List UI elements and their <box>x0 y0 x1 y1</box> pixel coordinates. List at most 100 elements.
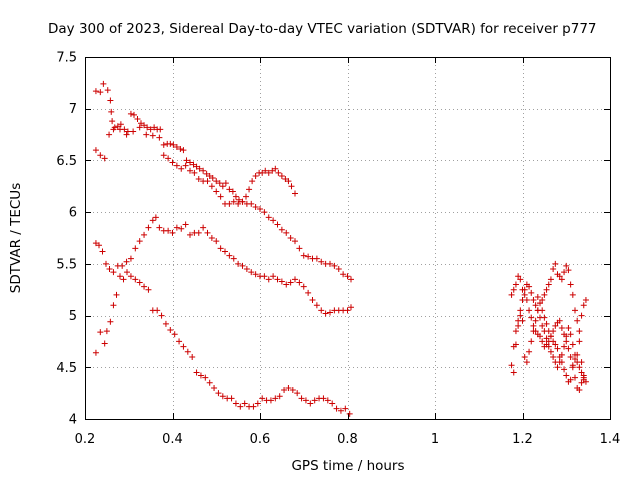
data-point <box>165 227 172 234</box>
data-point <box>219 183 226 190</box>
data-point <box>565 324 572 331</box>
data-point <box>235 200 242 207</box>
data-point <box>285 178 292 185</box>
data-point <box>124 128 131 135</box>
data-point <box>143 131 150 138</box>
data-point <box>526 348 533 355</box>
data-point <box>226 252 233 259</box>
data-point <box>563 338 570 345</box>
data-point <box>272 395 279 402</box>
data-point <box>275 169 282 176</box>
data-point <box>558 276 565 283</box>
data-point <box>539 322 546 329</box>
data-point <box>117 126 123 133</box>
data-point <box>134 116 141 123</box>
data-point <box>97 329 104 336</box>
data-point <box>539 307 546 314</box>
data-point <box>239 262 246 269</box>
data-point <box>145 286 152 293</box>
plot-frame <box>85 57 611 420</box>
data-point <box>270 217 277 224</box>
data-point <box>521 286 528 293</box>
data-point <box>204 178 211 185</box>
data-point <box>567 331 574 338</box>
data-point <box>344 307 351 314</box>
data-point <box>313 255 320 262</box>
y-tick-label: 7 <box>69 102 77 117</box>
data-point <box>173 162 180 169</box>
data-point <box>254 400 261 407</box>
data-point <box>165 155 172 162</box>
data-point <box>96 242 102 249</box>
data-point <box>337 407 344 414</box>
data-point <box>274 276 281 283</box>
data-point <box>170 141 177 148</box>
data-point <box>252 203 259 210</box>
data-point <box>528 338 535 345</box>
data-point <box>576 338 583 345</box>
data-point <box>177 146 184 153</box>
data-point <box>184 348 191 355</box>
data-point <box>537 333 543 340</box>
data-point <box>532 302 539 309</box>
data-point <box>554 345 561 352</box>
data-point <box>272 165 279 172</box>
data-point <box>515 273 522 280</box>
data-point <box>327 260 333 267</box>
x-axis-ticks: 0.2 0.4 0.6 0.8 1 1.2 1.4 <box>75 57 620 447</box>
data-point <box>274 221 281 228</box>
data-point <box>324 397 331 404</box>
data-point <box>92 349 99 356</box>
data-point <box>508 362 515 369</box>
data-point <box>158 312 165 319</box>
data-point <box>282 176 289 183</box>
data-point <box>550 338 557 345</box>
data-point <box>561 269 568 276</box>
data-point <box>292 276 298 283</box>
data-point <box>311 397 318 404</box>
data-point <box>228 395 235 402</box>
data-point <box>101 155 108 162</box>
data-point <box>250 403 257 410</box>
data-point <box>213 238 220 245</box>
data-point <box>110 126 117 133</box>
y-tick-label: 7.5 <box>56 51 77 66</box>
y-tick-label: 4.5 <box>56 361 77 376</box>
data-point <box>567 353 574 360</box>
data-point <box>190 161 197 168</box>
data-point <box>138 120 144 127</box>
data-point <box>329 400 336 407</box>
data-point <box>101 340 108 347</box>
data-point <box>582 378 589 385</box>
data-point <box>563 333 570 340</box>
data-point <box>176 338 183 345</box>
data-point <box>183 157 190 164</box>
data-point <box>572 307 578 314</box>
data-point <box>582 297 589 304</box>
data-point <box>547 348 554 355</box>
data-point <box>187 159 193 166</box>
data-point <box>200 167 207 174</box>
data-point <box>149 217 156 224</box>
data-point <box>313 302 320 309</box>
data-point <box>265 214 272 221</box>
data-point <box>241 400 248 407</box>
data-point <box>515 322 522 329</box>
data-point <box>287 235 294 241</box>
data-point <box>572 356 578 363</box>
data-point <box>237 403 244 410</box>
data-point <box>123 131 130 138</box>
data-point <box>106 266 113 273</box>
data-point <box>335 266 342 273</box>
data-point <box>208 183 215 190</box>
data-point <box>283 281 290 288</box>
data-point <box>136 279 143 286</box>
data-point <box>252 271 259 278</box>
data-point <box>180 343 187 350</box>
data-point <box>307 400 314 407</box>
data-point <box>537 300 543 307</box>
data-point <box>578 369 585 376</box>
data-point <box>296 279 303 286</box>
data-point <box>117 121 124 128</box>
data-point <box>222 248 228 255</box>
